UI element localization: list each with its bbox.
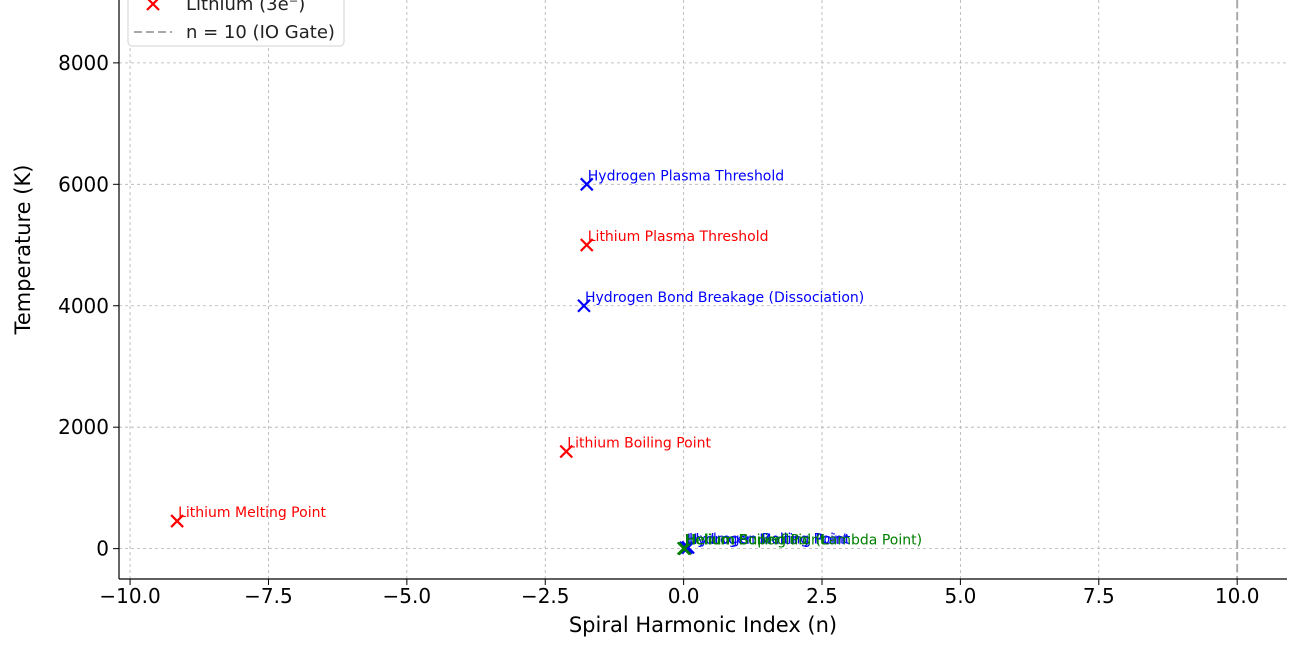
x-tick-label: −10.0 [99, 584, 160, 608]
legend-entry: n = 10 (IO Gate) [134, 22, 335, 43]
y-tick-label: 8000 [58, 51, 109, 75]
legend-box [127, 0, 345, 47]
y-tick-label: 4000 [58, 294, 109, 318]
point-label: Helium Superfluid (Lambda Point) [686, 533, 922, 549]
y-tick-label: 6000 [58, 172, 109, 196]
data-point [170, 514, 184, 528]
point-label: Hydrogen Bond Breakage (Dissociation) [585, 290, 864, 306]
y-axis-title: Temperature (K) [11, 165, 35, 336]
x-tick-label: −5.0 [383, 584, 432, 608]
point-labels: Hydrogen Plasma Threshold Hydrogen Bond B… [178, 168, 922, 548]
point-label: Hydrogen Plasma Threshold [588, 168, 784, 184]
x-axis-title: Spiral Harmonic Index (n) [569, 613, 837, 637]
axes: −10.0 −7.5 −5.0 −2.5 0.0 2.5 5.0 7.5 10.0 0 2000 40… [58, 0, 1287, 608]
x-tick-label: −7.5 [244, 584, 293, 608]
point-label: Lithium Plasma Threshold [588, 229, 769, 245]
grid [119, 0, 1287, 579]
data-point [577, 298, 591, 313]
data-point [681, 540, 695, 555]
point-label: Lithium Melting Point [178, 505, 326, 521]
point-label: Hydrogen Melting Point [687, 532, 851, 548]
x-tick-label: −2.5 [521, 584, 570, 608]
point-label: Lithium Boiling Point [567, 435, 711, 451]
x-tick-label: 2.5 [806, 584, 838, 608]
legend-label: Lithium (3e⁻) [186, 0, 305, 15]
legend-entry: Lithium (3e⁻) [146, 0, 305, 15]
point-label: Helium Boiling Point [685, 532, 826, 548]
legend-label: n = 10 (IO Gate) [186, 22, 335, 43]
legend: Lithium (3e⁻) n = 10 (IO Gate) [127, 0, 345, 47]
data-point [559, 444, 574, 459]
data-points [170, 177, 695, 556]
x-tick-label: 0.0 [668, 584, 700, 608]
data-point [579, 238, 594, 252]
data-point [677, 541, 692, 556]
data-point [579, 177, 594, 192]
x-tick-label: 7.5 [1083, 584, 1115, 608]
x-tick-label: 10.0 [1215, 584, 1260, 608]
x-tick-label: 5.0 [944, 584, 976, 608]
point-label: Hydrogen Boiling Point [689, 531, 849, 547]
y-tick-label: 0 [96, 537, 109, 561]
y-tick-label: 2000 [58, 415, 109, 439]
